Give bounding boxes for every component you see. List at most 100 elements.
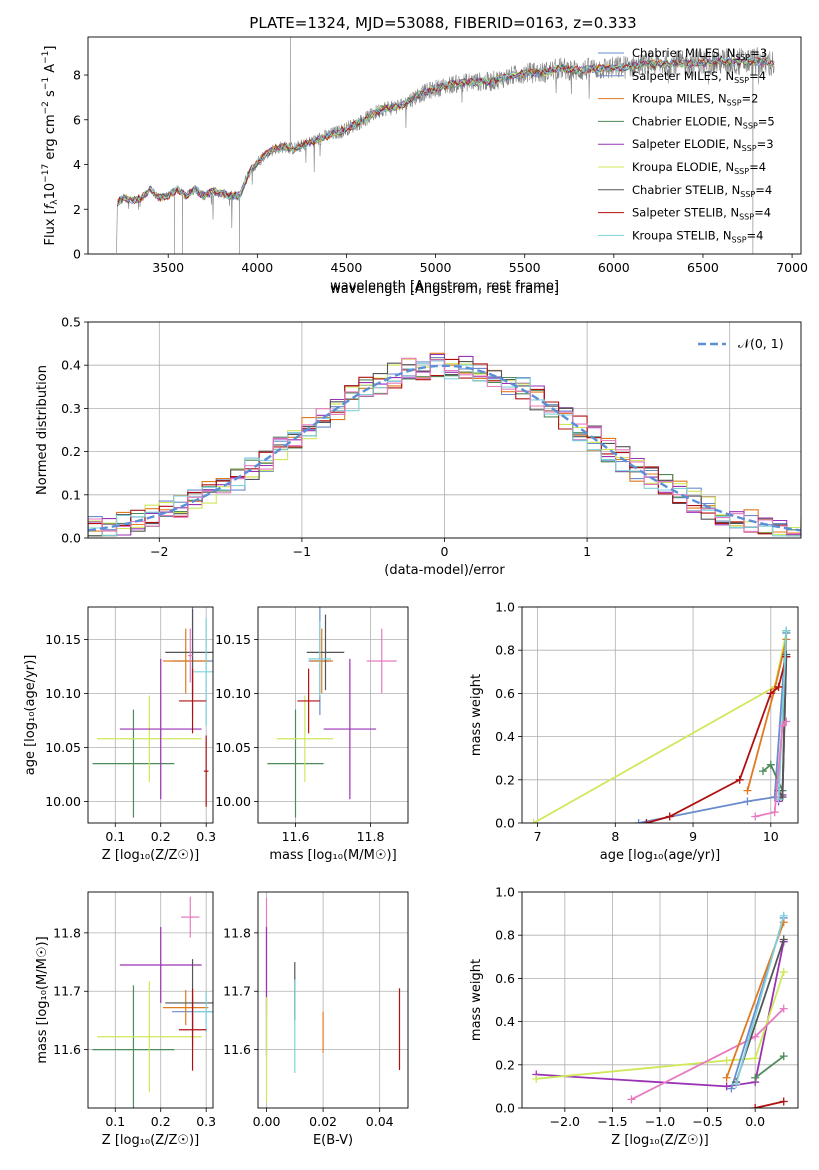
legend-label-suffix: =4 <box>749 69 766 83</box>
x-axis-label: wavelength [Angstrom, rest frame] <box>330 279 559 294</box>
x-tick-label: 0.3 <box>196 1114 216 1129</box>
y-tick-label: 10.00 <box>45 794 81 809</box>
mass-weight-marker-2-0 <box>743 786 752 795</box>
y-tick-label: 11.8 <box>223 925 251 940</box>
x-tick-label: 11.8 <box>357 829 385 844</box>
x-axis-label: mass [log₁₀(M/M☉)] <box>269 848 396 863</box>
mass-weight-marker-7-1 <box>782 626 791 635</box>
x-tick-label: 9 <box>689 829 697 844</box>
legend-label-subscript: SSP <box>740 190 755 199</box>
x-tick-label: 0.2 <box>151 829 171 844</box>
mass-weight-marker-8-1 <box>770 808 779 817</box>
y-tick-label: 0.4 <box>495 729 515 744</box>
axes-frame <box>521 606 799 824</box>
y-tick-label: 10.05 <box>45 740 81 755</box>
y-axis-label-part: f <box>43 202 58 209</box>
y-tick-label: 0.6 <box>495 971 515 986</box>
mass-weight-marker-5-1 <box>779 1052 788 1061</box>
mass-weight-marker-5-0 <box>642 819 651 823</box>
mass-weight-marker-8-2 <box>778 721 787 730</box>
y-axis-label-part: Flux [ <box>43 209 58 245</box>
y-tick-label: 0.1 <box>61 487 81 502</box>
legend-gauss-label: 𝒩(0, 1) <box>738 336 784 351</box>
x-tick-label: 0.3 <box>196 829 216 844</box>
legend-label-suffix: =4 <box>749 160 766 174</box>
legend-label-3: Chabrier ELODIE, NSSP=5 <box>632 114 775 130</box>
legend-label-subscript: SSP <box>734 167 749 176</box>
x-tick-label: 8 <box>611 829 619 844</box>
mass-weight-marker-7-0 <box>751 1104 760 1108</box>
x-tick-label: −2.0 <box>550 1114 580 1129</box>
y-axis-label: mass [log₁₀(M/M☉)] <box>35 936 50 1063</box>
axes-frame <box>257 891 409 1109</box>
x-axis-label: (data-model)/error <box>384 563 505 578</box>
y-tick-label: 10.10 <box>215 686 251 701</box>
y-tick-label: 10.00 <box>215 794 251 809</box>
plot-area <box>92 607 213 818</box>
x-tick-label: −0.5 <box>692 1114 722 1129</box>
x-tick-label: 7000 <box>776 260 808 275</box>
plot-area <box>88 352 801 537</box>
legend-label-suffix: =3 <box>757 137 774 151</box>
mass-weight-marker-5-1 <box>665 812 674 821</box>
panel-spectrum: 3500 4000 4500 5000 5500 6000 6500 7000 0 2 4 6 8 wav… <box>41 36 808 297</box>
legend-label-7: Salpeter STELIB, NSSP=4 <box>632 206 771 222</box>
x-tick-label: 7 <box>534 829 542 844</box>
y-axis-label: mass weight <box>469 674 484 756</box>
y-tick-label: 6 <box>73 112 81 127</box>
mass-weight-marker-8-0 <box>732 1080 741 1089</box>
y-axis-label: age [log₁₀(age/yr)] <box>23 655 38 776</box>
legend-label-text: Salpeter STELIB, N <box>632 206 739 220</box>
y-tick-label: 0.2 <box>61 444 81 459</box>
x-tick-label: 3500 <box>152 260 184 275</box>
legend-label-suffix: =3 <box>750 46 767 60</box>
mass-weight-marker-8-0 <box>751 812 760 821</box>
residual-histogram-7 <box>88 360 801 537</box>
mass-weight-marker-2-0 <box>627 1095 636 1104</box>
plot-area <box>532 911 788 1108</box>
y-tick-label: 1.0 <box>495 885 515 900</box>
y-tick-label: 1.0 <box>495 600 515 615</box>
panel-mass_vs_ebv: 0.00 0.02 0.04 11.6 11.7 11.8 E(B-V) <box>223 891 409 1148</box>
legend-label-suffix: =5 <box>758 114 775 128</box>
panel-mass_vs_Z: 0.1 0.2 0.3 11.6 11.7 11.8 Z [log₁₀(Z/Z☉)] mass… <box>35 891 216 1148</box>
y-tick-label: 0.8 <box>495 928 515 943</box>
y-tick-label: 11.6 <box>53 1042 81 1057</box>
y-axis-label: Flux [fλ10−17 erg cm−2 s−1 A−1] <box>41 46 60 246</box>
y-tick-label: 0.0 <box>495 816 515 831</box>
x-tick-label: 0.00 <box>253 1114 281 1129</box>
y-tick-label: 0.3 <box>61 401 81 416</box>
y-tick-label: 0.8 <box>495 643 515 658</box>
plot-area <box>529 626 791 823</box>
mass-weight-marker-0-1 <box>722 1082 731 1091</box>
x-tick-label: 10 <box>763 829 779 844</box>
mass-weight-marker-1-0 <box>532 1074 541 1083</box>
legend-label-4: Salpeter ELODIE, NSSP=3 <box>632 137 774 153</box>
panel-massweight_vs_Z: −2.0 −1.5 −1.0 −0.5 0.0 0.0 0.2 0.4 0.6 0.8 1.0 Z [… <box>469 885 799 1148</box>
panel-residuals: −2 −1 0 1 2 0.0 0.1 0.2 0.3 0.4 0.5 (data-model)/er… <box>35 315 802 578</box>
y-tick-label: 11.7 <box>53 984 81 999</box>
mass-weight-marker-0-0 <box>529 819 538 823</box>
mass-weight-line-1 <box>638 632 788 823</box>
model-spectrum-line-7 <box>117 57 775 207</box>
y-axis-label-part: 10 <box>43 183 58 200</box>
y-tick-label: 0.4 <box>495 1014 515 1029</box>
mass-weight-marker-6-1 <box>779 935 788 944</box>
mass-weight-marker-3-1 <box>766 760 775 769</box>
panel-age_vs_Z: 0.1 0.2 0.3 10.00 10.05 10.10 10.15 Z [log₁₀(Z/… <box>23 606 216 863</box>
x-axis-label: Z [log₁₀(Z/Z☉)] <box>102 1133 199 1148</box>
x-tick-label: 4500 <box>331 260 363 275</box>
y-tick-label: 0.4 <box>61 358 81 373</box>
legend-label-subscript: SSP <box>732 235 747 244</box>
mass-weight-marker-2-1 <box>751 1032 760 1041</box>
mass-weight-marker-8-1 <box>779 911 788 920</box>
axes-frame <box>257 606 409 824</box>
x-axis-label: wavelength [Angstrom, rest frame] <box>330 282 559 297</box>
mass-weight-marker-3-0 <box>727 1084 736 1093</box>
legend-label-suffix: =2 <box>742 92 759 106</box>
y-axis-label-part: −17 <box>41 164 51 183</box>
x-tick-label: 0.1 <box>105 1114 125 1129</box>
legend-label-text: Chabrier MILES, N <box>632 46 735 60</box>
y-tick-label: 11.8 <box>53 925 81 940</box>
mass-weight-marker-1-1 <box>743 797 752 806</box>
